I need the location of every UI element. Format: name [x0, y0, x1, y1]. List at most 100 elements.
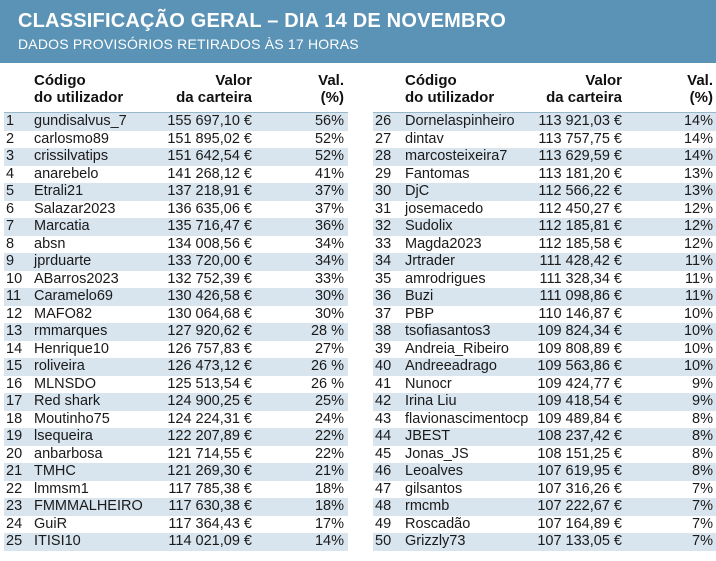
pct-change-cell: 18%	[314, 498, 344, 515]
portfolio-value-cell: 121 269,30 €	[167, 463, 252, 480]
pct-change-cell: 14%	[314, 533, 344, 550]
pct-change-cell: 18%	[314, 480, 344, 497]
table-body: 26 Dornelaspinheiro 113 921,03 € 14% 27 dinta…	[373, 112, 716, 551]
table-row: 34 Jrtrader 111 428,42 € 11%	[373, 253, 716, 271]
user-code-cell: dintav	[405, 130, 444, 147]
user-code-cell: anbarbosa	[34, 445, 103, 462]
table-row: 17 Red shark 124 900,25 € 25%	[4, 393, 348, 411]
portfolio-value-cell: 113 921,03 €	[538, 113, 622, 129]
header-code-line1: Código	[405, 72, 457, 89]
rank-cell: 48	[375, 498, 392, 515]
header-code-line1: Código	[34, 72, 86, 89]
user-code-cell: gundisalvus_7	[34, 113, 127, 129]
pct-change-cell: 21%	[314, 463, 344, 480]
rank-cell: 18	[6, 410, 23, 427]
user-code-cell: GuiR	[34, 515, 68, 532]
ranking-table-right: Código do utilizador Valor da carteira V…	[373, 70, 716, 551]
rank-cell: 35	[375, 270, 392, 287]
pct-change-cell: 56%	[314, 113, 344, 129]
table-row: 30 DjC 112 566,22 € 13%	[373, 183, 716, 201]
rank-cell: 1	[6, 113, 15, 129]
pct-change-cell: 37%	[314, 200, 344, 217]
user-code-cell: MLNSDO	[34, 375, 97, 392]
portfolio-value-cell: 113 181,20 €	[538, 165, 622, 182]
user-code-cell: Sudolix	[405, 218, 453, 235]
rank-cell: 25	[6, 533, 23, 550]
portfolio-value-cell: 108 237,42 €	[537, 428, 622, 445]
table-row: 29 Fantomas 113 181,20 € 13%	[373, 166, 716, 184]
table-row: 39 Andreia_Ribeiro 109 808,89 € 10%	[373, 341, 716, 359]
portfolio-value-cell: 112 566,22 €	[538, 183, 622, 200]
portfolio-value-cell: 151 895,02 €	[167, 130, 252, 147]
portfolio-value-cell: 137 218,91 €	[167, 183, 252, 200]
user-code-cell: Andreeadrago	[405, 358, 497, 375]
user-code-cell: Nunocr	[405, 375, 452, 392]
pct-change-cell: 22%	[314, 445, 344, 462]
user-code-cell: Buzi	[405, 288, 434, 305]
portfolio-value-cell: 124 224,31 €	[167, 410, 252, 427]
portfolio-value-cell: 107 133,05 €	[537, 533, 622, 550]
pct-change-cell: 33%	[314, 270, 344, 287]
pct-change-cell: 13%	[683, 183, 713, 200]
user-code-cell: jprduarte	[34, 253, 92, 270]
rank-cell: 3	[6, 148, 15, 165]
user-code-cell: Jonas_JS	[405, 445, 469, 462]
table-row: 46 Leoalves 107 619,95 € 8%	[373, 463, 716, 481]
portfolio-value-cell: 111 328,34 €	[539, 270, 622, 287]
table-header: Código do utilizador Valor da carteira V…	[4, 70, 348, 112]
portfolio-value-cell: 113 757,75 €	[538, 130, 622, 147]
header-value: Valor da carteira	[176, 72, 252, 106]
portfolio-value-cell: 109 489,84 €	[537, 410, 622, 427]
portfolio-value-cell: 126 757,83 €	[167, 340, 252, 357]
table-row: 16 MLNSDO 125 513,54 € 26 %	[4, 376, 348, 394]
table-row: 18 Moutinho75 124 224,31 € 24%	[4, 411, 348, 429]
user-code-cell: MAFO82	[34, 305, 93, 322]
user-code-cell: carlosmo89	[34, 130, 109, 147]
table-row: 4 anarebelo 141 268,12 € 41%	[4, 166, 348, 184]
rank-cell: 40	[375, 358, 392, 375]
rank-cell: 17	[6, 393, 23, 410]
pct-change-cell: 28 %	[310, 323, 344, 340]
pct-change-cell: 52%	[314, 130, 344, 147]
table-row: 7 Marcatia 135 716,47 € 36%	[4, 218, 348, 236]
portfolio-value-cell: 127 920,62 €	[167, 323, 252, 340]
table-header: Código do utilizador Valor da carteira V…	[373, 70, 716, 112]
table-row: 42 Irina Liu 109 418,54 € 9%	[373, 393, 716, 411]
pct-change-cell: 37%	[314, 183, 344, 200]
rank-cell: 24	[6, 515, 23, 532]
pct-change-cell: 22%	[314, 428, 344, 445]
ranking-table-left: Código do utilizador Valor da carteira V…	[4, 70, 348, 551]
portfolio-value-cell: 111 428,42 €	[539, 253, 622, 270]
user-code-cell: amrodrigues	[405, 270, 486, 287]
user-code-cell: Irina Liu	[405, 393, 457, 410]
rank-cell: 6	[6, 200, 15, 217]
rank-cell: 41	[375, 375, 392, 392]
pct-change-cell: 14%	[683, 130, 713, 147]
rank-cell: 28	[375, 148, 392, 165]
portfolio-value-cell: 109 418,54 €	[537, 393, 622, 410]
header-pct: Val. (%)	[318, 72, 344, 106]
user-code-cell: Salazar2023	[34, 200, 116, 217]
table-row: 44 JBEST 108 237,42 € 8%	[373, 428, 716, 446]
portfolio-value-cell: 107 222,67 €	[537, 498, 622, 515]
rank-cell: 50	[375, 533, 392, 550]
rank-cell: 14	[6, 340, 23, 357]
pct-change-cell: 10%	[683, 323, 713, 340]
table-row: 15 roliveira 126 473,12 € 26 %	[4, 358, 348, 376]
rank-cell: 38	[375, 323, 392, 340]
table-row: 12 MAFO82 130 064,68 € 30%	[4, 306, 348, 324]
user-code-cell: DjC	[405, 183, 430, 200]
page-title: CLASSIFICAÇÃO GERAL – DIA 14 DE NOVEMBRO	[18, 10, 507, 32]
header-value-line2: da carteira	[176, 89, 252, 106]
pct-change-cell: 7%	[692, 515, 713, 532]
table-row: 36 Buzi 111 098,86 € 11%	[373, 288, 716, 306]
user-code-cell: josemacedo	[405, 200, 484, 217]
portfolio-value-cell: 113 629,59 €	[538, 148, 622, 165]
header-code: Código do utilizador	[34, 72, 123, 106]
portfolio-value-cell: 132 752,39 €	[167, 270, 252, 287]
portfolio-value-cell: 135 716,47 €	[167, 218, 252, 235]
portfolio-value-cell: 141 268,12 €	[167, 165, 252, 182]
pct-change-cell: 14%	[683, 148, 713, 165]
user-code-cell: Jrtrader	[405, 253, 455, 270]
page-header: CLASSIFICAÇÃO GERAL – DIA 14 DE NOVEMBRO…	[0, 0, 716, 63]
